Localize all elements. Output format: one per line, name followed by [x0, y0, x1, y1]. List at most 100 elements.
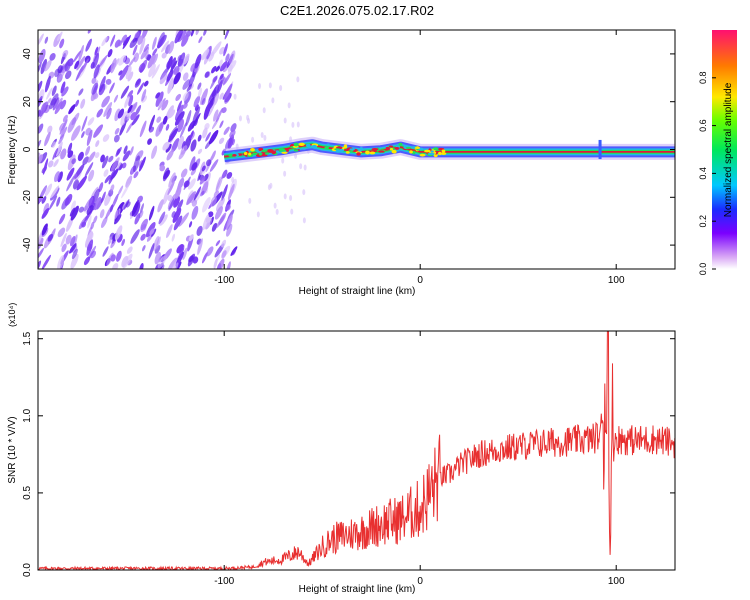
spectrogram-noise-mark	[180, 145, 188, 155]
spectrogram-noise-mark	[68, 104, 76, 115]
spectrogram-noise-mark	[215, 107, 223, 123]
spectrogram-noise-mark	[40, 102, 47, 114]
spectrogram-noise-mark	[51, 85, 57, 96]
spectrogram-noise-mark	[213, 92, 220, 106]
spectrogram-noise-mark	[182, 247, 188, 261]
spectrogram-noise-mark	[130, 101, 138, 113]
spectrogram-noise-mark	[132, 44, 138, 56]
spectrogram-ridge-mark	[408, 148, 412, 151]
spectrogram-noise-mark	[182, 79, 191, 90]
spectrogram-noise-mark	[194, 53, 202, 69]
spectrogram-noise-mark	[166, 60, 171, 69]
spectrogram-ridge-mark	[285, 148, 290, 152]
spectrogram-noise-mark	[204, 71, 210, 78]
spectrogram-xtick-label: 0	[417, 275, 423, 286]
spectrogram-noise-mark	[41, 196, 47, 204]
spectrogram-noise-mark	[40, 58, 47, 75]
snr-xlabel: Height of straight line (km)	[299, 584, 416, 595]
spectrogram-noise-mark	[41, 254, 51, 269]
spectrogram-noise-mark	[87, 151, 96, 163]
snr-ylabel: SNR (10 * V/V)	[7, 416, 18, 483]
spectrogram-noise-mark	[173, 195, 180, 208]
spectrogram-noise-mark	[96, 108, 104, 118]
spectrogram-ridge-mark	[394, 146, 400, 150]
spectrogram-noise-mark	[219, 92, 224, 100]
spectrogram-noise-mark	[177, 118, 184, 133]
spectrogram-noise-mark	[122, 253, 133, 269]
spectrogram-ridge-mark	[356, 152, 361, 156]
spectrogram-faint-mark	[296, 76, 300, 83]
spectrogram-noise-mark	[107, 48, 113, 58]
spectrogram-noise-mark	[86, 239, 94, 256]
spectrogram-noise-mark	[189, 156, 196, 171]
spectrogram-noise-mark	[84, 162, 94, 177]
spectrogram-noise-mark	[158, 211, 166, 225]
spectrogram-ridge-mark	[258, 152, 263, 156]
spectrogram-noise-mark	[90, 250, 97, 259]
snr-series-line	[38, 331, 675, 570]
spectrogram-ridge-mark	[260, 149, 268, 152]
spectrogram-faint-mark	[281, 157, 285, 164]
spectrogram-noise-mark	[93, 64, 100, 79]
spectrogram-noise-mark	[59, 38, 65, 49]
spectrogram-noise-mark	[148, 242, 155, 259]
spectrogram-noise-mark	[177, 54, 182, 61]
spectrogram-noise-mark	[226, 171, 233, 179]
spectrogram-noise-mark	[56, 31, 63, 42]
spectrogram-noise-mark	[81, 221, 87, 228]
spectrogram-noise-mark	[92, 52, 100, 69]
spectrogram-noise-mark	[154, 245, 161, 254]
spectrogram-noise-mark	[147, 138, 153, 145]
spectrogram-noise-mark	[80, 58, 89, 73]
spectrogram-noise-mark	[83, 256, 91, 266]
spectrogram-noise-mark	[133, 52, 140, 63]
spectrogram-ridge-mark	[262, 152, 266, 157]
spectrogram-noise-mark	[117, 185, 124, 196]
spectrogram-noise-mark	[181, 141, 186, 150]
spectrogram-noise-mark	[38, 260, 42, 269]
spectrogram-noise-mark	[57, 255, 65, 269]
spectrogram-noise-mark	[82, 156, 89, 166]
spectrogram-noise-mark	[148, 114, 155, 132]
spectrogram-noise-mark	[61, 86, 69, 97]
spectrogram-noise-mark	[149, 228, 155, 235]
spectrogram-noise-mark	[230, 123, 237, 133]
spectrogram-faint-mark	[289, 194, 293, 201]
spectrogram-noise-mark	[226, 261, 231, 269]
spectrogram-ridge-mark	[301, 147, 307, 150]
spectrogram-ridge-mark	[281, 151, 288, 154]
spectrogram-noise-mark	[214, 206, 223, 220]
spectrogram-noise-mark	[191, 199, 198, 207]
spectrogram-noise-mark	[47, 160, 54, 168]
spectrogram-ytick-label: 40	[22, 48, 33, 60]
spectrogram-noise-mark	[210, 41, 222, 57]
spectrogram-ridge-mark	[438, 151, 442, 156]
spectrogram-noise-mark	[134, 78, 142, 88]
spectrogram-ticks: -100 0 100 -40 -20 0 20 40	[22, 30, 675, 286]
spectrogram-panel: -100 0 100 -40 -20 0 20 40 Height of straight l…	[7, 29, 676, 297]
spectrogram-noise-mark	[188, 71, 196, 87]
spectrogram-noise-mark	[110, 157, 120, 172]
spectrogram-faint-mark	[260, 131, 264, 138]
spectrogram-noise-mark	[38, 123, 44, 134]
spectrogram-noise-mark	[114, 214, 122, 225]
spectrogram-noise-mark	[198, 36, 203, 44]
spectrogram-faint-mark	[279, 85, 283, 92]
snr-panel: -100 0 100 0.0 0.5 1.0 1.5 Height of straight …	[7, 303, 676, 595]
spectrogram-noise-mark	[168, 172, 176, 188]
colorbar-tick-label: 0.0	[698, 263, 708, 276]
colorbar-tick-label: 0.6	[698, 119, 708, 132]
spectrogram-noise-mark	[174, 186, 182, 199]
spectrogram-noise-mark	[175, 93, 182, 102]
spectrogram-noise-mark	[148, 205, 155, 221]
spectrogram-noise-mark	[70, 205, 79, 221]
spectrogram-noise-mark	[224, 30, 231, 40]
spectrogram-noise-mark	[71, 158, 77, 165]
spectrogram-noise-mark	[60, 148, 67, 160]
spectrogram-ridge-mark	[388, 145, 394, 148]
spectrogram-noise-mark	[94, 46, 99, 56]
spectrogram-noise-mark	[229, 129, 236, 138]
snr-xtick-label: 0	[417, 576, 423, 587]
spectrogram-noise-mark	[121, 34, 128, 43]
spectrogram-noise-mark	[206, 246, 214, 257]
